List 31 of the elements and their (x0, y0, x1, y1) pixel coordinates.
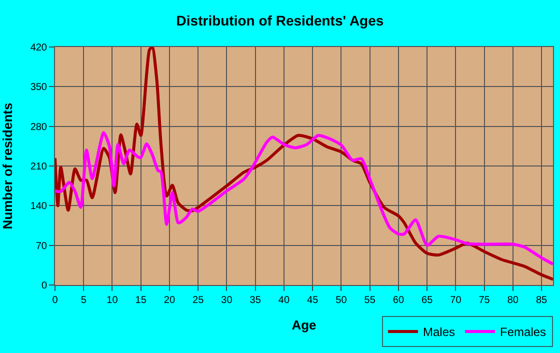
x-tick-label: 0 (52, 295, 58, 306)
x-tick-label: 10 (106, 295, 118, 306)
x-tick-label: 50 (336, 295, 348, 306)
y-axis-title: Number of residents (0, 102, 15, 230)
y-tick-label: 280 (30, 122, 48, 133)
x-tick-label: 25 (192, 295, 204, 306)
x-tick-label: 35 (250, 295, 262, 306)
chart-title: Distribution of Residents' Ages (176, 12, 384, 29)
legend-label: Females (500, 325, 546, 340)
x-tick-label: 15 (135, 295, 147, 306)
y-tick-label: 140 (30, 201, 48, 212)
x-axis-title: Age (292, 318, 316, 333)
y-tick-label: 210 (30, 162, 48, 172)
x-tick-label: 45 (307, 295, 319, 306)
line-series (55, 131, 553, 266)
x-tick-label: 65 (422, 295, 434, 306)
y-tick-label: 420 (30, 42, 48, 54)
x-tick-label: 5 (80, 295, 87, 306)
y-tick-label: 350 (30, 82, 48, 94)
y-tick-label: 70 (36, 240, 48, 252)
x-tick-label: 85 (536, 295, 548, 306)
x-tick-label: 30 (221, 295, 233, 306)
x-tick-label: 40 (278, 295, 290, 306)
x-tick-label: 70 (450, 295, 462, 306)
x-tick-label: 80 (507, 295, 519, 306)
y-tick-label: 0 (41, 280, 48, 292)
x-tick-label: 75 (478, 295, 490, 306)
x-tick-label: 55 (364, 295, 376, 306)
x-tick-label: 60 (392, 295, 404, 306)
legend-label: Males (423, 325, 456, 340)
x-tick-label: 20 (164, 295, 176, 306)
